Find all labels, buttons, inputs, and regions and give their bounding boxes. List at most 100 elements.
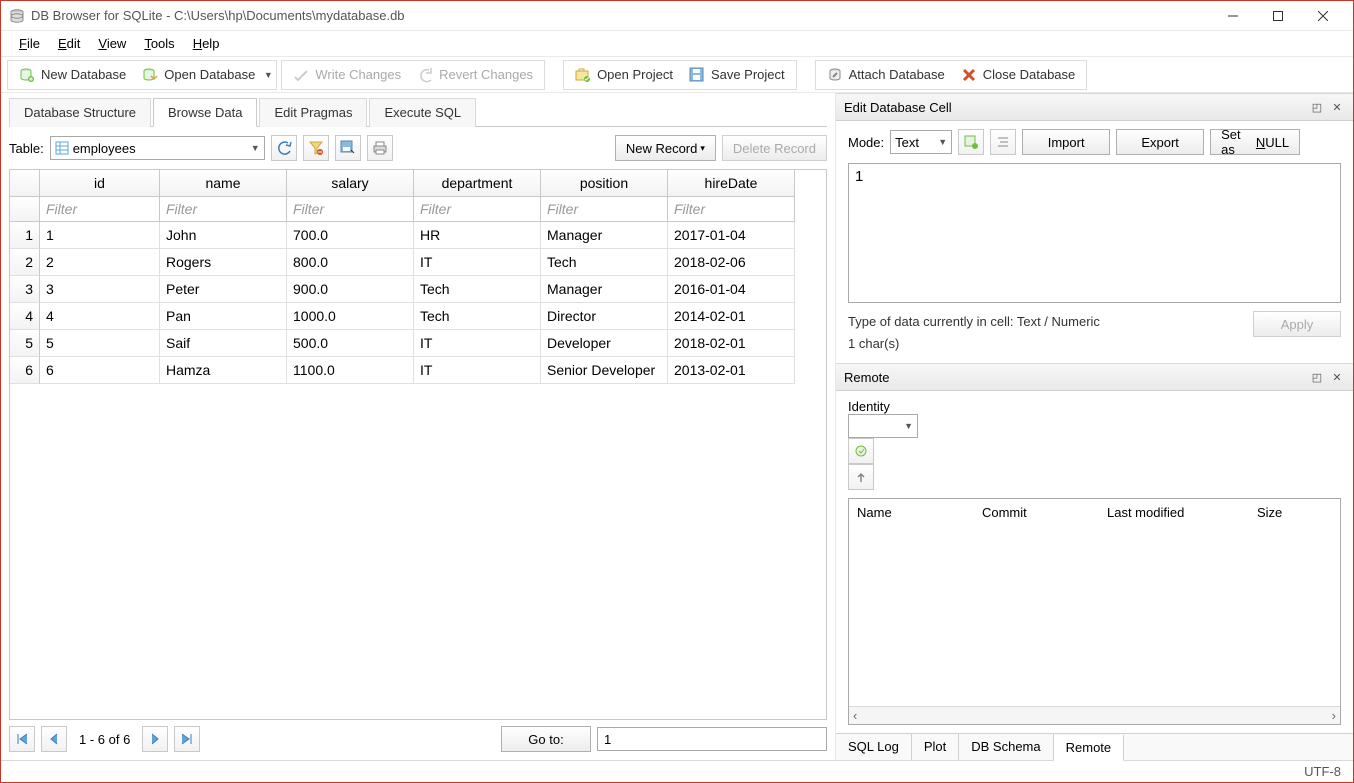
cell[interactable]: IT [414, 330, 541, 357]
print-button[interactable] [367, 135, 393, 161]
cell[interactable]: Tech [541, 249, 668, 276]
cell[interactable]: 2 [40, 249, 160, 276]
cell[interactable]: Senior Developer [541, 357, 668, 384]
new-record-button[interactable]: New Record▾ [615, 135, 716, 161]
table-row[interactable]: 33Peter900.0TechManager2016-01-04 [10, 276, 826, 303]
cell[interactable]: 2016-01-04 [668, 276, 795, 303]
filter-position[interactable]: Filter [541, 197, 668, 222]
cell[interactable]: 1 [40, 222, 160, 249]
cell[interactable]: IT [414, 357, 541, 384]
apply-button[interactable]: Apply [1253, 311, 1341, 337]
menu-help[interactable]: Help [185, 34, 228, 53]
col-header-position[interactable]: position [541, 170, 668, 197]
menu-edit[interactable]: Edit [50, 34, 88, 53]
cell[interactable]: 2018-02-01 [668, 330, 795, 357]
cell[interactable]: 500.0 [287, 330, 414, 357]
tab-db-schema[interactable]: DB Schema [959, 734, 1053, 760]
tab-remote[interactable]: Remote [1054, 735, 1125, 761]
remote-col-modified[interactable]: Last modified [1107, 505, 1257, 520]
close-panel-icon[interactable]: ✕ [1329, 99, 1345, 115]
cell[interactable]: 1000.0 [287, 303, 414, 330]
cell[interactable]: 900.0 [287, 276, 414, 303]
cell[interactable]: Manager [541, 276, 668, 303]
attach-database-button[interactable]: Attach Database [819, 64, 953, 86]
filter-department[interactable]: Filter [414, 197, 541, 222]
col-header-id[interactable]: id [40, 170, 160, 197]
cell[interactable]: Tech [414, 303, 541, 330]
remote-col-commit[interactable]: Commit [982, 505, 1107, 520]
table-row[interactable]: 66Hamza1100.0ITSenior Developer2013-02-0… [10, 357, 826, 384]
open-database-dropdown[interactable]: ▼ [263, 70, 273, 80]
cell[interactable]: 6 [40, 357, 160, 384]
cell-value-editor[interactable]: 1 [848, 163, 1341, 303]
cell[interactable]: 800.0 [287, 249, 414, 276]
delete-record-button[interactable]: Delete Record [722, 135, 827, 161]
filter-salary[interactable]: Filter [287, 197, 414, 222]
table-select[interactable]: employees ▼ [50, 136, 265, 160]
last-page-button[interactable] [174, 726, 200, 752]
tab-plot[interactable]: Plot [912, 734, 959, 760]
cell[interactable]: Peter [160, 276, 287, 303]
mode-select[interactable]: Text▼ [890, 130, 952, 154]
cell[interactable]: Tech [414, 276, 541, 303]
first-page-button[interactable] [9, 726, 35, 752]
write-changes-button[interactable]: Write Changes [285, 64, 409, 86]
filter-id[interactable]: Filter [40, 197, 160, 222]
cell[interactable]: Rogers [160, 249, 287, 276]
cell[interactable]: IT [414, 249, 541, 276]
cell[interactable]: 2018-02-06 [668, 249, 795, 276]
menu-tools[interactable]: Tools [136, 34, 182, 53]
cell[interactable]: 4 [40, 303, 160, 330]
tab-sql-log[interactable]: SQL Log [836, 734, 912, 760]
remote-scrollbar[interactable]: ‹› [849, 706, 1340, 724]
set-null-button[interactable]: Set as NULL [1210, 129, 1300, 155]
save-project-button[interactable]: Save Project [681, 64, 793, 86]
cell[interactable]: 2013-02-01 [668, 357, 795, 384]
col-header-name[interactable]: name [160, 170, 287, 197]
cell[interactable]: Pan [160, 303, 287, 330]
minimize-button[interactable] [1210, 1, 1255, 31]
revert-changes-button[interactable]: Revert Changes [409, 64, 541, 86]
menu-view[interactable]: View [90, 34, 134, 53]
cell[interactable]: 5 [40, 330, 160, 357]
tab-edit-pragmas[interactable]: Edit Pragmas [259, 98, 367, 127]
cell[interactable]: 2014-02-01 [668, 303, 795, 330]
table-row[interactable]: 44Pan1000.0TechDirector2014-02-01 [10, 303, 826, 330]
cell[interactable]: Director [541, 303, 668, 330]
table-row[interactable]: 11John700.0HRManager2017-01-04 [10, 222, 826, 249]
col-header-hiredate[interactable]: hireDate [668, 170, 795, 197]
identity-refresh-button[interactable] [848, 438, 874, 464]
undock-icon[interactable]: ◰ [1309, 369, 1325, 385]
prev-page-button[interactable] [41, 726, 67, 752]
maximize-button[interactable] [1255, 1, 1300, 31]
cell[interactable]: 3 [40, 276, 160, 303]
refresh-button[interactable] [271, 135, 297, 161]
cell[interactable]: Saif [160, 330, 287, 357]
cell[interactable]: 2017-01-04 [668, 222, 795, 249]
tab-database-structure[interactable]: Database Structure [9, 98, 151, 127]
filter-hiredate[interactable]: Filter [668, 197, 795, 222]
edit-external-button[interactable] [958, 129, 984, 155]
remote-col-name[interactable]: Name [857, 505, 982, 520]
menu-file[interactable]: File [11, 34, 48, 53]
new-database-button[interactable]: New Database [11, 64, 134, 86]
goto-input[interactable] [597, 727, 827, 751]
cell[interactable]: HR [414, 222, 541, 249]
close-database-button[interactable]: Close Database [953, 64, 1084, 86]
identity-select[interactable]: ▼ [848, 414, 918, 438]
open-project-button[interactable]: Open Project [567, 64, 681, 86]
import-button[interactable]: Import [1022, 129, 1110, 155]
cell[interactable]: John [160, 222, 287, 249]
cell[interactable]: 700.0 [287, 222, 414, 249]
cell[interactable]: Hamza [160, 357, 287, 384]
table-row[interactable]: 22Rogers800.0ITTech2018-02-06 [10, 249, 826, 276]
remote-col-size[interactable]: Size [1257, 505, 1332, 520]
cell[interactable]: 1100.0 [287, 357, 414, 384]
tab-browse-data[interactable]: Browse Data [153, 98, 257, 127]
tab-execute-sql[interactable]: Execute SQL [369, 98, 476, 127]
open-database-button[interactable]: Open Database [134, 64, 263, 86]
close-button[interactable] [1300, 1, 1345, 31]
remote-push-button[interactable] [848, 464, 874, 490]
filter-name[interactable]: Filter [160, 197, 287, 222]
undock-icon[interactable]: ◰ [1309, 99, 1325, 115]
